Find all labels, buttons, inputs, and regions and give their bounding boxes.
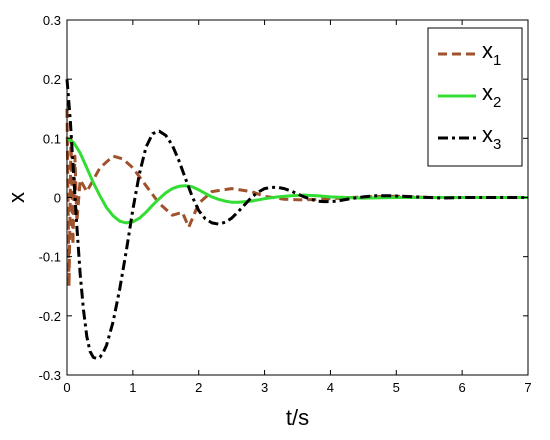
- series-line-x2: [66, 137, 528, 225]
- y-tick-label: 0.3: [43, 13, 61, 28]
- x-tick-label: 3: [261, 380, 268, 395]
- y-tick-label: 0: [54, 191, 61, 206]
- x-tick-label: 5: [393, 380, 400, 395]
- y-tick-label: 0.1: [43, 131, 61, 146]
- x-axis-label: t/s: [286, 405, 309, 430]
- x-tick-label: 0: [63, 380, 70, 395]
- y-axis-label: x: [4, 192, 29, 203]
- series-lines: [65, 79, 528, 360]
- x-tick-label: 1: [129, 380, 136, 395]
- x-tick-label: 7: [524, 380, 531, 395]
- y-tick-label: 0.2: [43, 72, 61, 87]
- x-tick-label: 4: [327, 380, 334, 395]
- y-tick-label: -0.2: [39, 309, 61, 324]
- axis-ticks: 0 1 2 3 4 5 6 7 -0.3 -0.2 -0.1 0 0.1 0.2 0.3: [39, 13, 532, 395]
- y-tick-label: -0.3: [39, 368, 61, 383]
- y-tick-label: -0.1: [39, 250, 61, 265]
- x-tick-label: 6: [459, 380, 466, 395]
- x-tick-label: 2: [195, 380, 202, 395]
